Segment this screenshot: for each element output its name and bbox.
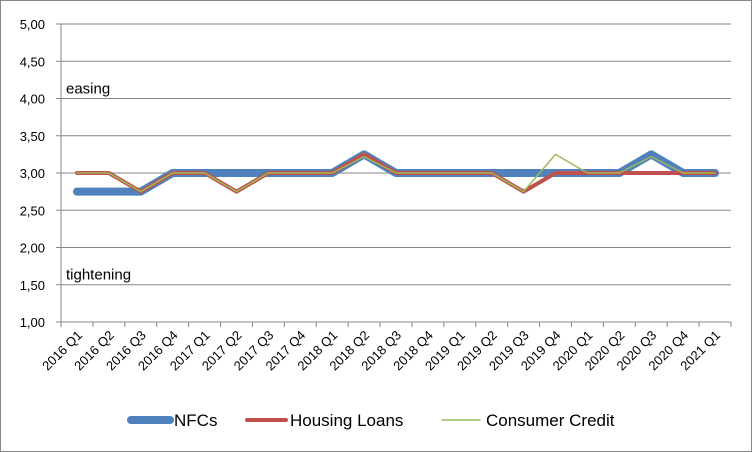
annotation-easing: easing bbox=[66, 80, 110, 97]
legend-label-2: Consumer Credit bbox=[486, 411, 615, 430]
y-tick-label: 5,00 bbox=[20, 17, 45, 32]
y-tick-label: 2,00 bbox=[20, 241, 45, 256]
y-axis: 1,00 1,50 2,00 2,50 3,00 3,50 4,00 4,50 5,00 bbox=[20, 17, 62, 330]
y-tick-label: 3,00 bbox=[20, 166, 45, 181]
y-tick-label: 4,00 bbox=[20, 92, 45, 107]
legend-label-0: NFCs bbox=[174, 411, 217, 430]
series-line-2 bbox=[76, 153, 716, 193]
y-tick-label: 3,50 bbox=[20, 129, 45, 144]
annotation-tightening: tightening bbox=[66, 267, 131, 284]
y-tick-label: 1,50 bbox=[20, 278, 45, 293]
annotations: easing tightening bbox=[66, 80, 131, 283]
y-tick-label: 1,00 bbox=[20, 315, 45, 330]
series-lines bbox=[72, 150, 720, 196]
legend: NFCs Housing Loans Consumer Credit bbox=[127, 411, 615, 430]
legend-label-1: Housing Loans bbox=[290, 411, 403, 430]
y-tick-label: 4,50 bbox=[20, 54, 45, 69]
y-tick-label: 2,50 bbox=[20, 203, 45, 218]
